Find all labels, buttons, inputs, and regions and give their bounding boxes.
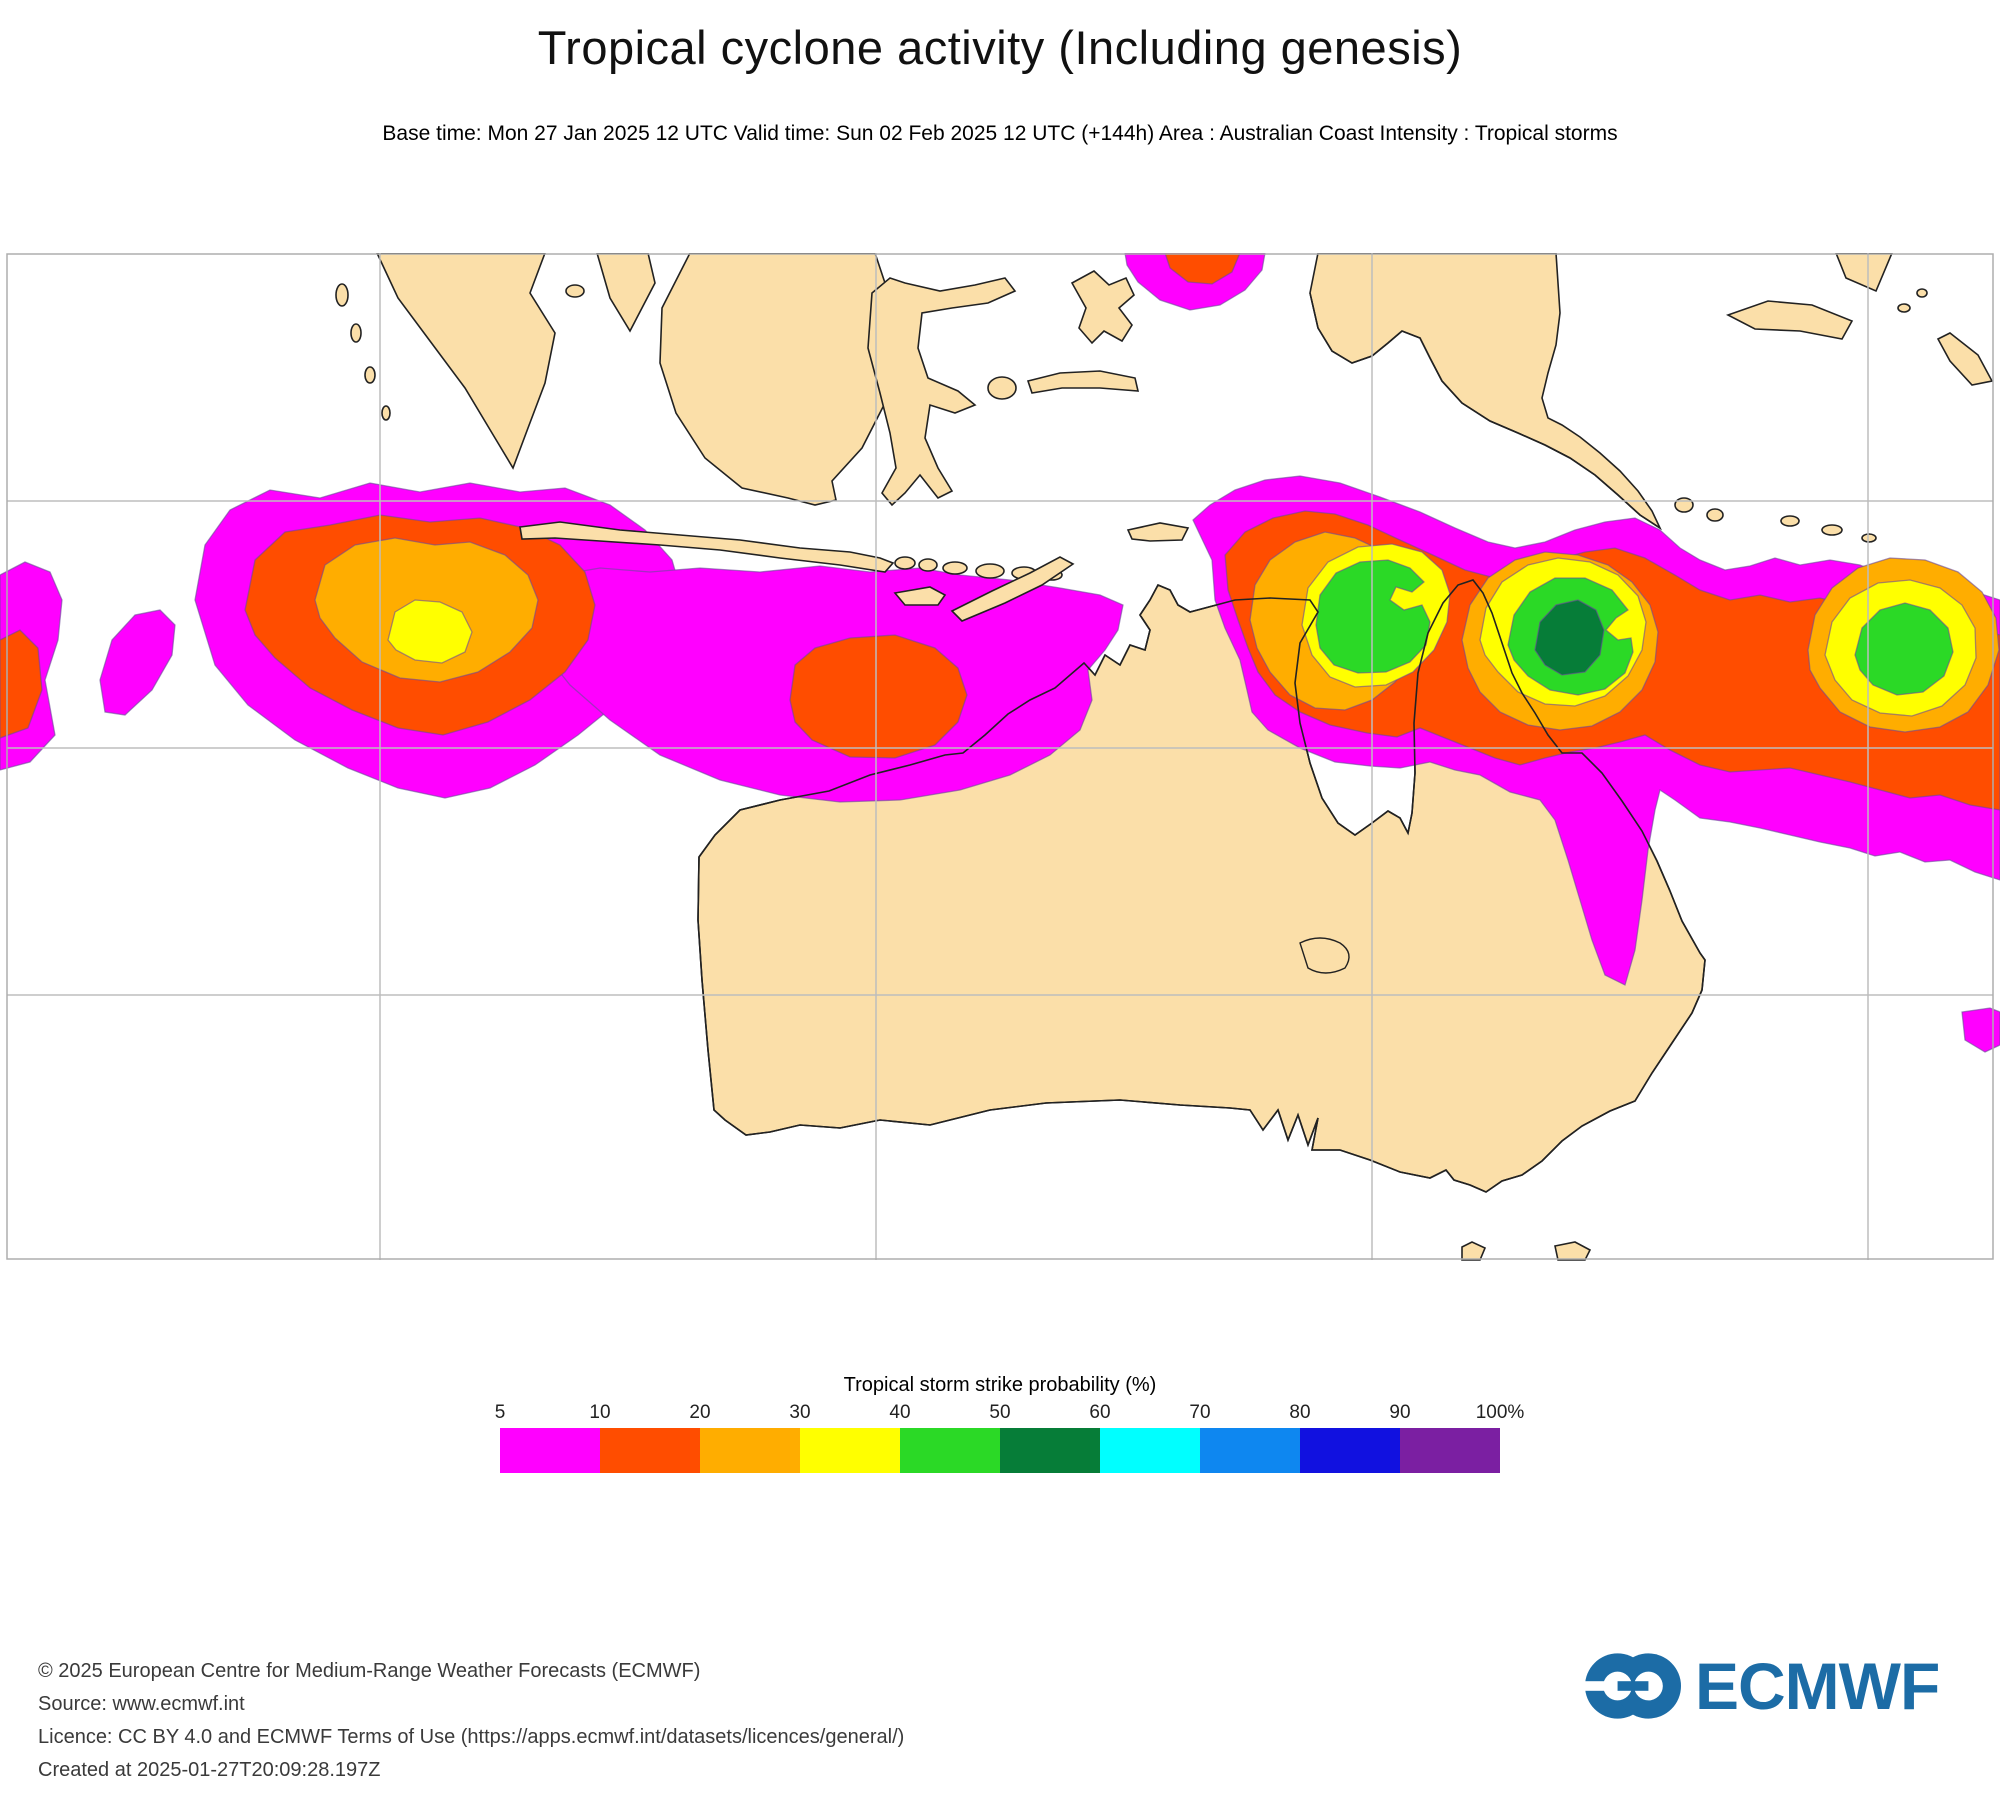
australia-coastline	[697, 579, 1706, 1193]
blob-west-small-magenta	[99, 609, 176, 716]
buru-island	[987, 376, 1017, 400]
dentrecasteaux-island-2	[1706, 508, 1724, 522]
legend-tick-label: 40	[889, 1402, 911, 1423]
blob-north-orangered	[1164, 252, 1241, 285]
tasmania-island	[1461, 1241, 1487, 1261]
solomon-islet-2	[1916, 288, 1928, 298]
legend-color-cell	[600, 1428, 700, 1473]
bangka-island	[565, 284, 585, 298]
legend-color-cell	[1300, 1428, 1400, 1473]
legend-tick-label: 30	[789, 1402, 811, 1423]
melville-island	[1126, 522, 1190, 542]
legend-tick-label: 5	[494, 1402, 506, 1423]
sumbawa-island	[942, 561, 968, 575]
footer-line: Created at 2025-01-27T20:09:28.197Z	[38, 1759, 381, 1781]
cyclone-probability-map	[0, 252, 2000, 1261]
mentawai-islet-4	[381, 405, 391, 421]
legend-color-cell	[500, 1428, 600, 1473]
blob-east-green-c	[1854, 602, 1954, 696]
legend-tick-label: 80	[1289, 1402, 1311, 1423]
graticule	[7, 253, 1993, 1260]
new-britain-island	[1725, 300, 1854, 340]
java-island	[519, 521, 895, 573]
lombok-island	[918, 558, 938, 572]
legend-color-cell	[900, 1428, 1000, 1473]
dentrecasteaux-island	[1674, 497, 1694, 513]
louisiade-island	[1780, 515, 1800, 527]
footer-line: Source: www.ecmwf.int	[38, 1693, 245, 1715]
tasmania-island-east	[1554, 1241, 1592, 1261]
mentawai-islet	[335, 283, 349, 307]
seram-island	[1026, 370, 1140, 394]
bali-island	[894, 556, 916, 570]
ecmwf-logo: ECMWF	[1585, 1648, 1940, 1724]
sumatra-island	[375, 252, 556, 470]
legend-tick-label: 90	[1389, 1402, 1411, 1423]
flores-island	[975, 563, 1005, 579]
legend-tick-label: 20	[689, 1402, 711, 1423]
page-subtitle: Base time: Mon 27 Jan 2025 12 UTC Valid …	[382, 122, 1618, 145]
louisiade-island-2	[1821, 524, 1843, 536]
bougainville-island	[1936, 332, 1994, 386]
timor-island	[950, 556, 1075, 622]
land-over-contours	[335, 252, 1140, 622]
legend-tick-label: 60	[1089, 1402, 1111, 1423]
map-canvas	[0, 252, 2000, 1261]
legend-tick-label: 10	[589, 1402, 611, 1423]
ecmwf-logo-icon	[1585, 1653, 1681, 1719]
legend-color-cell	[1000, 1428, 1100, 1473]
legend-tick-label: 70	[1189, 1402, 1211, 1423]
mentawai-islet-3	[364, 366, 376, 384]
blob-middle-orangered	[789, 634, 968, 759]
louisiade-island-3	[1861, 533, 1877, 543]
footer-attribution: © 2025 European Centre for Medium-Range …	[38, 1655, 904, 1787]
map-frame	[6, 253, 1994, 1260]
legend-color-bar	[500, 1428, 1500, 1473]
legend-tick-label: 50	[989, 1402, 1011, 1423]
sumba-island	[893, 586, 947, 606]
solomon-islet	[1897, 303, 1911, 313]
legend-color-cell	[1100, 1428, 1200, 1473]
malay-peninsula	[595, 252, 656, 333]
legend-tick-label: 100%	[1475, 1402, 1525, 1423]
probability-contours	[0, 252, 2000, 1053]
ecmwf-logo-text: ECMWF	[1695, 1649, 1940, 1723]
halmahera-island	[1070, 270, 1135, 345]
coastline-overlay	[697, 292, 1706, 1193]
blob-east-darkgreen-b	[1534, 599, 1605, 676]
borneo-island	[659, 252, 894, 506]
blob-southeast-small-magenta	[1961, 1007, 2000, 1053]
blob-east-green-a	[1315, 559, 1431, 674]
new-guinea-coastline	[1309, 292, 1661, 529]
new-ireland-island	[1834, 252, 1894, 293]
mentawai-islet-2	[350, 323, 362, 343]
lake-eyre-outline	[1299, 937, 1350, 974]
contour-level-50pct	[1534, 599, 1605, 676]
blob-west-edge-orangered	[0, 629, 43, 739]
legend-color-cell	[1400, 1428, 1500, 1473]
legend-color-cell	[1200, 1428, 1300, 1473]
legend-tick-labels: 5 10 20 30 40 50 60 70 80 90 100%	[0, 1402, 2000, 1423]
page-title: Tropical cyclone activity (Including gen…	[537, 21, 1463, 74]
legend-color-cell	[800, 1428, 900, 1473]
footer-line: © 2025 European Centre for Medium-Range …	[38, 1660, 701, 1682]
footer-line: Licence: CC BY 4.0 and ECMWF Terms of Us…	[38, 1726, 905, 1748]
legend-title: Tropical storm strike probability (%)	[843, 1374, 1157, 1396]
sulawesi-island	[867, 277, 1017, 507]
blob-west-yellow	[387, 599, 473, 664]
legend-color-cell	[700, 1428, 800, 1473]
